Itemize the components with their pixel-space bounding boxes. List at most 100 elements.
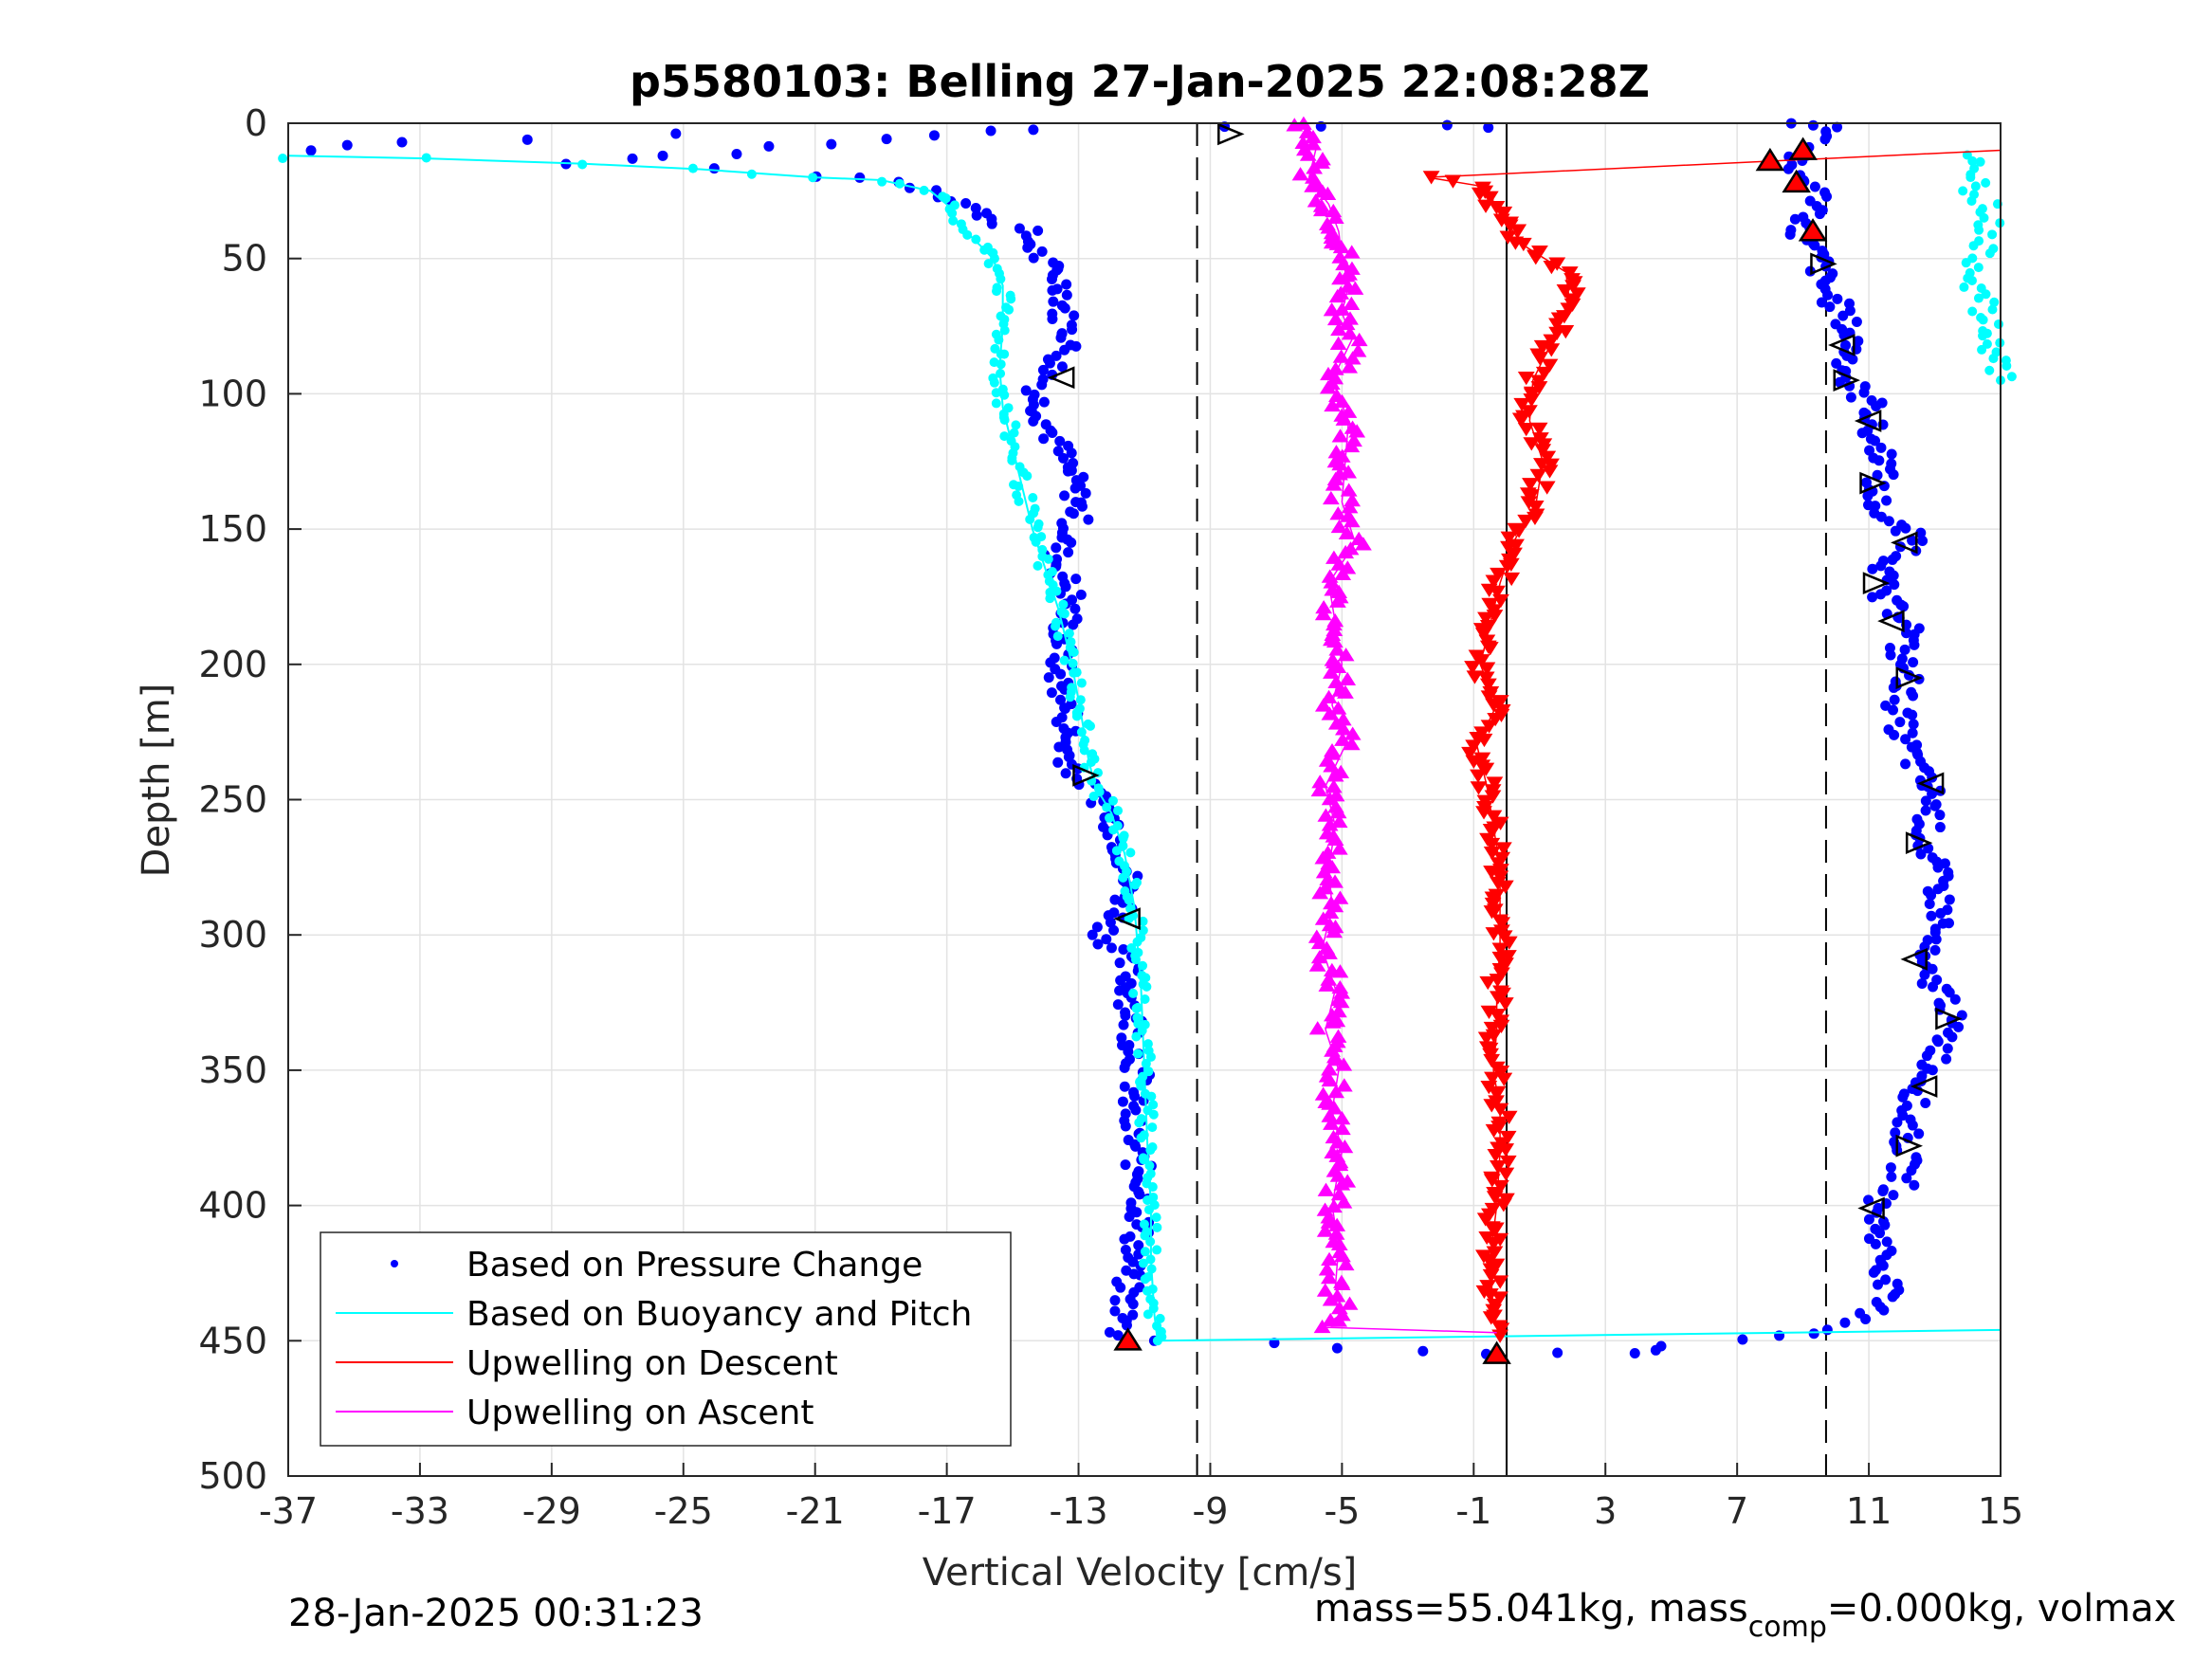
pressure-change-point: [1920, 1098, 1931, 1109]
descent-point: [1483, 1053, 1501, 1068]
open-triangle-marker: [1935, 1007, 1963, 1030]
buoyancy-pitch-point: [1142, 981, 1152, 992]
pressure-change-point: [305, 145, 317, 156]
descent-point: [1485, 810, 1503, 824]
descent-point: [1465, 739, 1483, 754]
buoyancy-pitch-point: [1981, 289, 1991, 300]
pressure-change-point: [1036, 246, 1048, 257]
open-triangle-marker: [1859, 471, 1887, 495]
buoyancy-pitch-point: [2002, 360, 2012, 371]
buoyancy-pitch-point: [1069, 667, 1079, 678]
buoyancy-pitch-point: [1108, 825, 1119, 835]
ascent-point: [1348, 424, 1366, 438]
pressure-change-point: [1886, 448, 1897, 460]
pressure-change-point: [1900, 734, 1911, 745]
ascent-point: [1308, 1021, 1326, 1035]
ascent-point: [1343, 438, 1361, 453]
pressure-change-point: [1924, 899, 1935, 910]
x-tick-label: -5: [1324, 1490, 1360, 1532]
buoyancy-pitch-point: [948, 215, 959, 226]
descent-point: [1481, 642, 1499, 656]
open-triangle-marker: [1828, 334, 1856, 356]
y-tick-label: 350: [198, 1049, 267, 1091]
descent-point: [1480, 720, 1498, 734]
ascent-point: [1334, 732, 1351, 746]
pressure-change-point: [1874, 1228, 1886, 1239]
ascent-point: [1333, 393, 1351, 409]
x-tick-label: 3: [1594, 1490, 1617, 1532]
descent-point: [1517, 514, 1535, 529]
pressure-change-point: [826, 138, 837, 150]
buoyancy-pitch-point: [1155, 1313, 1165, 1323]
descent-point: [1482, 1311, 1500, 1325]
pressure-change-point: [1075, 589, 1087, 600]
buoyancy-pitch-point: [1031, 537, 1041, 547]
pressure-change-point: [1851, 316, 1862, 327]
pressure-change-point: [1059, 703, 1070, 715]
pressure-change-point: [1883, 516, 1894, 527]
ascent-point: [1341, 326, 1359, 340]
pressure-change-point: [1934, 810, 1946, 821]
ascent-point: [1319, 186, 1337, 201]
pressure-change-point: [1127, 1256, 1139, 1267]
ascent-point: [1321, 706, 1339, 720]
buoyancy-pitch-point: [1014, 482, 1024, 492]
pressure-change-point: [1920, 805, 1931, 816]
pressure-change-point: [1123, 1046, 1134, 1057]
pressure-change-point: [854, 172, 866, 183]
descent-point: [1529, 468, 1547, 483]
ascent-point: [1333, 1276, 1351, 1291]
pressure-change-point: [1908, 690, 1919, 702]
ascent-point: [1325, 477, 1343, 491]
pressure-change-point: [1038, 433, 1050, 445]
pressure-change-point: [1115, 1282, 1126, 1293]
buoyancy-pitch-point: [577, 159, 588, 170]
y-tick-label: 100: [198, 373, 267, 414]
buoyancy-pitch-point: [746, 169, 757, 179]
pressure-change-point: [1890, 525, 1901, 537]
buoyancy-pitch-point: [1043, 554, 1053, 564]
pressure-change-point: [1927, 963, 1938, 975]
buoyancy-pitch-connector: [1157, 1328, 2002, 1342]
pressure-change-point: [1937, 918, 1948, 929]
pressure-change-point: [657, 150, 668, 161]
ascent-point: [1336, 1139, 1354, 1154]
pressure-change-point: [1932, 884, 1944, 895]
ascent-point: [1322, 490, 1340, 505]
descent-point: [1500, 531, 1518, 545]
buoyancy-pitch-point: [1068, 658, 1078, 668]
buoyancy-pitch-point: [999, 431, 1010, 442]
pressure-change-point: [1862, 490, 1874, 501]
pressure-change-point: [1055, 332, 1067, 343]
buoyancy-pitch-point: [1140, 1274, 1150, 1285]
ascent-point: [1321, 1251, 1338, 1266]
descent-point: [1543, 261, 1561, 275]
buoyancy-pitch-point: [1131, 1031, 1142, 1042]
pressure-change-point: [1047, 313, 1058, 324]
descent-point: [1523, 437, 1541, 451]
buoyancy-pitch-point: [1033, 560, 1043, 571]
open-triangle-marker: [1905, 831, 1933, 855]
pressure-change-point: [1051, 638, 1063, 649]
buoyancy-pitch-point: [1143, 1039, 1153, 1049]
buoyancy-pitch-point: [1130, 955, 1141, 965]
ascent-point: [1322, 1292, 1340, 1306]
pressure-change-point: [1889, 579, 1900, 591]
pressure-change-point: [1853, 336, 1864, 347]
pressure-change-point: [1839, 1317, 1851, 1328]
buoyancy-pitch-point: [1133, 1018, 1143, 1029]
buoyancy-pitch-point: [1140, 1231, 1150, 1241]
ascent-point: [1325, 1198, 1343, 1213]
x-tick-label: -25: [654, 1490, 713, 1532]
descent-point: [1534, 444, 1552, 458]
buoyancy-pitch-point: [1085, 720, 1095, 731]
pressure-change-point: [1036, 379, 1048, 391]
pressure-change-point: [1908, 719, 1919, 730]
pressure-change-point: [1109, 894, 1121, 905]
pressure-change-point: [881, 134, 892, 145]
buoyancy-pitch-point: [996, 274, 1006, 284]
x-ticks: -37 -33 -29 -25 -21 -17 -13 -9 -5 -1 3 7 11 15: [259, 1463, 2023, 1532]
pressure-change-point: [1837, 310, 1849, 321]
buoyancy-pitch-point: [1959, 282, 1969, 292]
buoyancy-pitch-point: [1973, 263, 1983, 273]
